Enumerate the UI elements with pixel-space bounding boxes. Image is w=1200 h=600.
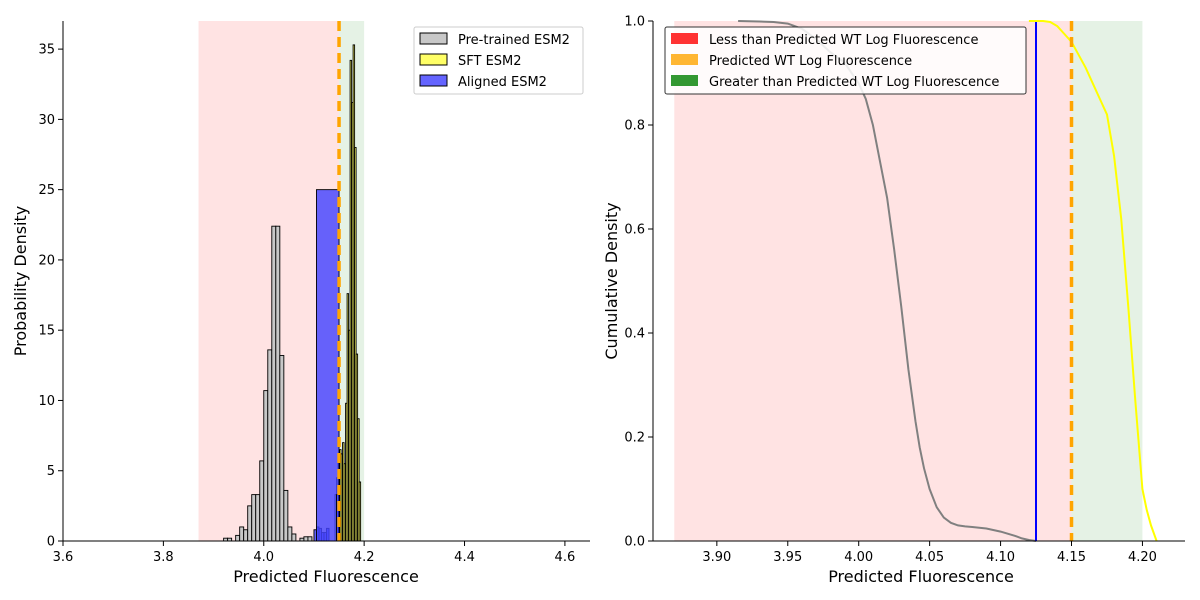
histogram-bar [358,481,362,542]
right-legend-frame [664,26,1027,95]
right-y-axis-label: Cumulative Density [602,202,621,359]
histogram-bar [263,390,269,542]
histogram-bar [259,460,265,542]
histogram-bar [303,536,309,542]
right-chart: 3.90 3.95 4.00 4.05 4.10 4.15 4.20 0.0 0.2 0.4 0.6… [602,15,1185,586]
right-x-axis-label: Predicted Fluorescence [828,567,1014,586]
left-y-tick-label: 30 [38,113,55,128]
right-x-tick-label: 4.05 [915,550,944,565]
left-y-tick-label: 15 [38,324,55,339]
histogram-bar [255,494,261,542]
left-legend: Pre-trained ESM2 SFT ESM2 Aligned ESM2 [413,26,584,95]
legend-swatch-less [671,33,698,44]
legend-swatch-wt [671,54,698,65]
left-y-tick-label: 5 [47,464,55,479]
right-y-tick-label: 0.6 [624,223,645,238]
left-x-tick-label: 4.2 [354,550,375,565]
legend-swatch-aligned [419,74,448,87]
right-x-tick-label: 3.90 [702,550,731,565]
left-x-tick-label: 4.0 [253,550,274,565]
right-shaded-region [674,21,1072,541]
histogram-bar [247,505,253,542]
legend-label-less: Less than Predicted WT Log Fluorescence [709,33,978,48]
histogram-bar [291,533,297,542]
right-legend: Less than Predicted WT Log Fluorescence … [664,26,1027,95]
histogram-bar [287,526,293,542]
right-x-tick-label: 3.95 [773,550,802,565]
left-chart: 3.6 3.8 4.0 4.2 4.4 4.6 0 5 10 15 20 25 30 35 Predict… [11,21,590,586]
right-x-tick-label: 4.00 [844,550,873,565]
histogram-bar [271,225,277,542]
left-y-tick-label: 10 [38,394,55,409]
right-y-tick-label: 0.2 [624,431,645,446]
histogram-bar [307,536,313,542]
histogram-bar [279,355,285,542]
histogram-bar [239,526,245,542]
left-y-tick-label: 35 [38,43,55,58]
right-x-tick-label: 4.15 [1057,550,1086,565]
histogram-bar [275,225,281,542]
right-x-tick-label: 4.10 [986,550,1015,565]
right-y-tick-label: 0.4 [624,327,645,342]
legend-label-wt: Predicted WT Log Fluorescence [709,54,912,69]
left-x-tick-label: 4.6 [555,550,576,565]
histogram-bar [251,494,257,542]
histogram-bar [243,529,249,542]
legend-swatch-pretrained [419,32,448,45]
left-x-axis-label: Predicted Fluorescence [233,567,419,586]
left-x-tick-label: 3.6 [53,550,74,565]
right-shaded-region [1071,21,1143,541]
left-y-tick-label: 25 [38,183,55,198]
right-y-tick-label: 0.8 [624,119,645,134]
left-y-axis-label: Probability Density [11,206,30,357]
histogram-bar [235,534,241,542]
sft-cdf-line [1028,20,1158,542]
histogram-bar [283,489,289,542]
histogram-bar [316,189,340,542]
legend-label-pretrained: Pre-trained ESM2 [458,33,570,48]
right-y-tick-label: 0.0 [624,535,645,550]
right-y-tick-label: 1.0 [624,15,645,30]
left-legend-frame [413,26,584,95]
legend-label-sft: SFT ESM2 [458,54,522,69]
histogram-bar [267,349,273,542]
left-y-tick-label: 0 [47,535,55,550]
left-y-tick-label: 20 [38,253,55,268]
left-x-tick-label: 3.8 [153,550,174,565]
legend-swatch-greater [671,75,698,86]
left-x-tick-label: 4.4 [454,550,475,565]
legend-label-greater: Greater than Predicted WT Log Fluorescen… [709,75,999,90]
right-x-tick-label: 4.20 [1128,550,1157,565]
legend-label-aligned: Aligned ESM2 [458,75,547,90]
legend-swatch-sft [419,53,448,66]
